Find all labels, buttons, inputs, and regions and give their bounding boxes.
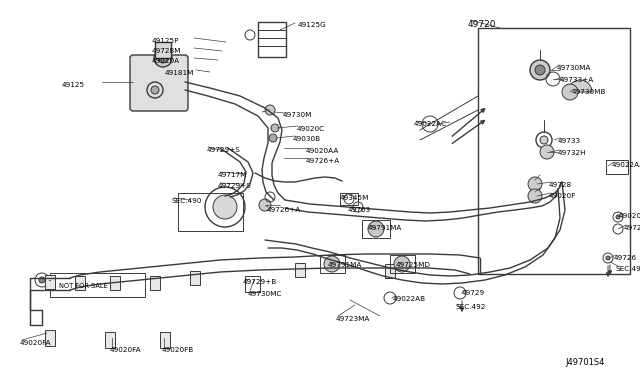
Circle shape (213, 195, 237, 219)
Text: SEC.490: SEC.490 (172, 198, 202, 204)
Text: 49729+S: 49729+S (207, 147, 241, 153)
Text: 49020C: 49020C (297, 126, 325, 132)
Bar (362, 220, 390, 238)
Text: 49717M: 49717M (218, 172, 248, 178)
Circle shape (368, 221, 384, 237)
Text: 49020A: 49020A (152, 58, 180, 64)
Text: 49020F: 49020F (549, 193, 576, 199)
FancyBboxPatch shape (130, 55, 188, 111)
Text: 49723MA: 49723MA (336, 316, 371, 322)
Bar (295, 263, 305, 277)
Bar (320, 255, 345, 273)
Text: 49726: 49726 (614, 255, 637, 261)
Text: 49729+B: 49729+B (243, 279, 277, 285)
Text: 49020AA: 49020AA (306, 148, 339, 154)
Bar (105, 332, 115, 348)
Text: 49020AB: 49020AB (619, 213, 640, 219)
Bar (390, 255, 415, 273)
Text: 49022AA: 49022AA (612, 162, 640, 168)
Bar (50, 273, 145, 297)
Text: 49729+S: 49729+S (218, 183, 252, 189)
Text: 49020FA: 49020FA (110, 347, 141, 353)
Circle shape (265, 105, 275, 115)
Bar (160, 332, 170, 348)
Text: 49022AC: 49022AC (414, 121, 447, 127)
Text: 49720: 49720 (468, 20, 497, 29)
Text: 49020FA: 49020FA (20, 340, 52, 346)
Text: 49763: 49763 (348, 207, 371, 213)
Bar (75, 276, 85, 290)
Bar (155, 42, 171, 58)
Text: 49728: 49728 (549, 182, 572, 188)
Text: 49726+A: 49726+A (306, 158, 340, 164)
Circle shape (269, 134, 277, 142)
Circle shape (271, 124, 279, 132)
Text: 49022AB: 49022AB (393, 296, 426, 302)
Circle shape (540, 145, 554, 159)
Bar (110, 276, 120, 290)
Text: 49791MA: 49791MA (368, 225, 403, 231)
Bar (478, 28, 630, 274)
Circle shape (606, 256, 610, 260)
Text: 49020FB: 49020FB (162, 347, 195, 353)
Circle shape (528, 177, 542, 191)
Text: 49733: 49733 (558, 138, 581, 144)
Text: 49791MA: 49791MA (328, 262, 362, 268)
Text: SEC.492: SEC.492 (616, 266, 640, 272)
Circle shape (259, 199, 271, 211)
Text: 49726: 49726 (624, 225, 640, 231)
Text: J49701S4: J49701S4 (565, 358, 604, 367)
Text: 49125G: 49125G (298, 22, 327, 28)
Text: 49733+A: 49733+A (560, 77, 595, 83)
Bar (606, 160, 628, 174)
Text: 49125: 49125 (62, 82, 85, 88)
Text: 49125P: 49125P (152, 38, 179, 44)
Wedge shape (568, 80, 592, 92)
Circle shape (151, 86, 159, 94)
Text: 49730M: 49730M (283, 112, 312, 118)
Bar (45, 330, 55, 346)
Circle shape (528, 189, 542, 203)
Text: 49730MA: 49730MA (557, 65, 591, 71)
Bar (190, 271, 200, 285)
Bar (150, 276, 160, 290)
Bar (45, 275, 55, 289)
Circle shape (394, 256, 410, 272)
Circle shape (530, 60, 550, 80)
Circle shape (562, 84, 578, 100)
Circle shape (154, 49, 172, 67)
Circle shape (535, 65, 545, 75)
Text: 49728M: 49728M (152, 48, 181, 54)
Text: SEC.492: SEC.492 (455, 304, 485, 310)
Bar (340, 193, 358, 205)
Circle shape (324, 256, 340, 272)
Text: 49345M: 49345M (340, 195, 369, 201)
Bar (178, 193, 243, 231)
Text: 49030B: 49030B (293, 136, 321, 142)
Circle shape (616, 215, 620, 219)
Text: 49181M: 49181M (165, 70, 195, 76)
Text: 49726+A: 49726+A (267, 207, 301, 213)
Text: 49729: 49729 (462, 290, 485, 296)
Circle shape (540, 136, 548, 144)
Circle shape (158, 53, 168, 63)
Circle shape (39, 277, 45, 283)
Text: 49732H: 49732H (558, 150, 587, 156)
Text: 49730MB: 49730MB (572, 89, 606, 95)
Text: 49725MD: 49725MD (396, 262, 431, 268)
Text: 49730MC: 49730MC (248, 291, 282, 297)
Bar (258, 22, 286, 57)
Text: NOT FOR SALE: NOT FOR SALE (59, 283, 108, 289)
Bar (385, 264, 395, 278)
Bar (245, 276, 260, 292)
